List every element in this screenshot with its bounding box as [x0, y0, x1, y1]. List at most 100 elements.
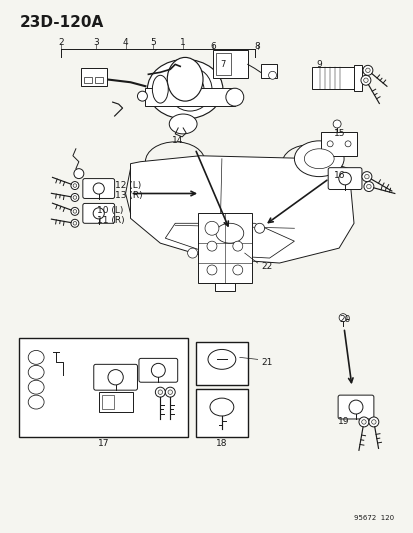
Bar: [311, 67, 355, 89]
Text: 6: 6: [209, 42, 215, 51]
Ellipse shape: [93, 208, 104, 219]
Text: 2: 2: [58, 38, 64, 47]
Ellipse shape: [207, 350, 235, 369]
Ellipse shape: [206, 265, 216, 275]
Ellipse shape: [294, 141, 343, 176]
Circle shape: [73, 209, 76, 213]
FancyBboxPatch shape: [83, 179, 114, 198]
Bar: [353, 66, 361, 91]
Ellipse shape: [338, 172, 351, 185]
Ellipse shape: [74, 168, 83, 179]
Ellipse shape: [28, 365, 44, 379]
Text: 11 (R): 11 (R): [97, 216, 124, 225]
Ellipse shape: [168, 67, 211, 111]
Text: 22: 22: [261, 262, 272, 271]
Text: 13 (R): 13 (R): [114, 191, 142, 200]
Circle shape: [363, 182, 373, 191]
Circle shape: [71, 207, 78, 215]
Circle shape: [158, 390, 162, 394]
Ellipse shape: [326, 141, 332, 147]
Bar: [102, 395, 113, 409]
FancyBboxPatch shape: [337, 395, 373, 419]
FancyBboxPatch shape: [139, 358, 177, 382]
Ellipse shape: [93, 183, 104, 194]
Bar: [212, 51, 247, 78]
Bar: [83, 77, 92, 83]
Text: 18: 18: [216, 439, 227, 448]
Circle shape: [165, 387, 175, 397]
Bar: [98, 392, 133, 412]
Ellipse shape: [332, 120, 340, 128]
Bar: [260, 64, 276, 78]
Ellipse shape: [151, 364, 165, 377]
Ellipse shape: [268, 71, 276, 79]
Text: 14: 14: [171, 136, 183, 146]
Polygon shape: [130, 156, 353, 263]
Circle shape: [361, 172, 371, 182]
Text: 12 (L): 12 (L): [114, 181, 140, 190]
Ellipse shape: [187, 248, 197, 258]
Ellipse shape: [147, 59, 222, 119]
Circle shape: [71, 193, 78, 201]
Bar: [81, 68, 107, 86]
Circle shape: [71, 182, 78, 190]
Bar: [216, 53, 230, 75]
Circle shape: [365, 68, 369, 72]
Ellipse shape: [204, 221, 218, 235]
Ellipse shape: [216, 223, 243, 243]
Circle shape: [155, 387, 165, 397]
Circle shape: [363, 78, 367, 83]
Text: 15: 15: [333, 130, 345, 139]
Circle shape: [358, 417, 368, 427]
Ellipse shape: [169, 114, 197, 134]
Bar: [196, 389, 247, 437]
Text: 95672  120: 95672 120: [353, 515, 393, 521]
Ellipse shape: [344, 141, 350, 147]
Text: 17: 17: [98, 439, 109, 448]
Circle shape: [364, 174, 368, 179]
Circle shape: [360, 75, 370, 85]
Ellipse shape: [167, 58, 202, 101]
Circle shape: [371, 419, 375, 424]
Text: 3: 3: [93, 38, 98, 47]
Circle shape: [73, 222, 76, 225]
Ellipse shape: [137, 91, 147, 101]
Polygon shape: [165, 223, 294, 258]
Circle shape: [368, 417, 378, 427]
Text: 23D-120A: 23D-120A: [19, 15, 103, 30]
FancyBboxPatch shape: [93, 365, 137, 390]
Text: 1: 1: [180, 38, 185, 47]
Ellipse shape: [232, 265, 242, 275]
Circle shape: [168, 390, 172, 394]
Circle shape: [73, 196, 76, 199]
FancyBboxPatch shape: [328, 168, 361, 190]
Bar: [214, 283, 234, 291]
Bar: [19, 337, 188, 437]
Text: 20: 20: [338, 315, 350, 324]
Ellipse shape: [28, 380, 44, 394]
Text: 10 (L): 10 (L): [97, 206, 123, 215]
Ellipse shape: [232, 241, 242, 251]
Ellipse shape: [28, 350, 44, 365]
Bar: [95, 77, 102, 83]
Ellipse shape: [152, 75, 168, 103]
Circle shape: [73, 184, 76, 187]
FancyBboxPatch shape: [83, 204, 114, 223]
Ellipse shape: [304, 149, 333, 168]
Text: 9: 9: [316, 60, 321, 69]
Bar: [145, 88, 234, 106]
Text: 4: 4: [122, 38, 128, 47]
Text: 5: 5: [150, 38, 156, 47]
Ellipse shape: [206, 241, 216, 251]
Text: 7: 7: [220, 60, 225, 69]
Ellipse shape: [28, 395, 44, 409]
Bar: [320, 132, 356, 156]
Ellipse shape: [348, 400, 362, 414]
Ellipse shape: [176, 75, 204, 103]
Ellipse shape: [108, 369, 123, 385]
Circle shape: [366, 184, 370, 189]
Ellipse shape: [209, 398, 233, 416]
Text: 21: 21: [261, 358, 272, 367]
Circle shape: [361, 419, 365, 424]
Ellipse shape: [225, 88, 243, 106]
